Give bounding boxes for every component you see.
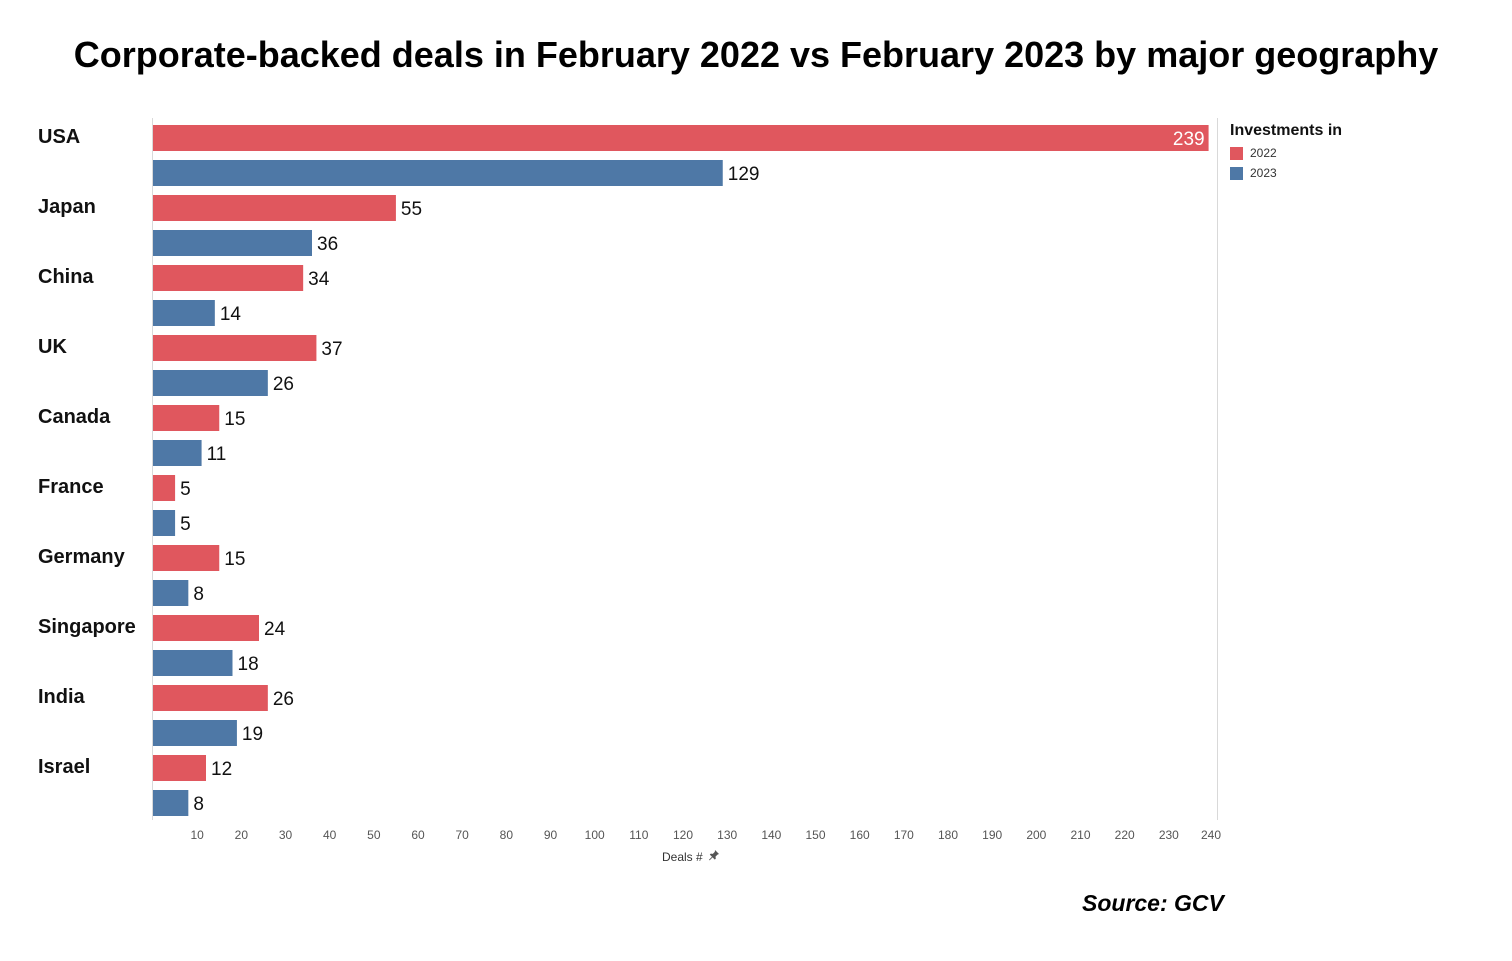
category-label: China	[38, 266, 94, 288]
x-tick-label: 50	[367, 828, 381, 842]
x-tick-label: 230	[1159, 828, 1179, 842]
x-tick-label: 20	[235, 828, 249, 842]
x-tick-label: 70	[455, 828, 469, 842]
value-label: 5	[180, 479, 191, 500]
bar-2022	[153, 545, 220, 571]
bar-2023	[153, 440, 202, 466]
x-tick-label: 130	[717, 828, 737, 842]
value-label: 14	[220, 304, 242, 325]
bar-2023	[153, 510, 176, 536]
value-label: 239	[1173, 129, 1205, 150]
bar-2023	[153, 300, 215, 326]
x-tick-label: 110	[629, 828, 648, 842]
bar-2022	[153, 265, 304, 291]
category-label: India	[38, 686, 86, 708]
bar-2023	[153, 720, 237, 746]
legend-swatch-2023	[1230, 166, 1243, 180]
value-label: 11	[207, 444, 227, 465]
bar-2023	[153, 790, 189, 816]
bar-2022	[153, 195, 396, 221]
x-tick-label: 60	[411, 828, 425, 842]
x-tick-label: 80	[500, 828, 514, 842]
bars-layer	[153, 125, 1209, 816]
bar-2023	[153, 650, 233, 676]
source-note: Source: GCV	[1082, 890, 1224, 916]
bar-2022	[153, 475, 176, 501]
chart-title: Corporate-backed deals in February 2022 …	[73, 34, 1439, 75]
value-label: 15	[224, 409, 245, 430]
bar-2023	[153, 580, 189, 606]
x-tick-label: 100	[585, 828, 605, 842]
value-label: 8	[193, 584, 204, 605]
value-label: 37	[321, 339, 342, 360]
category-label: Singapore	[38, 616, 136, 638]
value-label: 5	[180, 514, 191, 535]
category-label: Japan	[38, 196, 96, 218]
value-label: 55	[401, 199, 422, 220]
x-axis-title: Deals #	[662, 849, 720, 864]
category-label: Germany	[38, 546, 126, 568]
x-tick-label: 170	[894, 828, 914, 842]
x-tick-label: 40	[323, 828, 337, 842]
x-tick-label: 150	[805, 828, 825, 842]
x-tick-label: 30	[279, 828, 293, 842]
value-label: 15	[224, 549, 245, 570]
bar-2023	[153, 370, 268, 396]
x-tick-label: 120	[673, 828, 693, 842]
legend-label-2023: 2023	[1250, 166, 1277, 180]
legend: Investments in 2022 2023	[1230, 122, 1342, 183]
value-label: 8	[193, 794, 204, 815]
category-label: USA	[38, 126, 80, 148]
legend-item-2023: 2023	[1230, 163, 1342, 183]
x-tick-label: 10	[190, 828, 204, 842]
value-label: 26	[273, 689, 294, 710]
x-tick-label: 180	[938, 828, 958, 842]
bar-2023	[153, 160, 723, 186]
value-label: 34	[308, 269, 330, 290]
x-tick-label: 160	[850, 828, 870, 842]
value-label: 12	[211, 759, 232, 780]
x-tick-label: 200	[1026, 828, 1046, 842]
category-labels-layer: USA Japan China UK Canada France Germany Singap…	[38, 126, 136, 778]
category-label: France	[38, 476, 104, 498]
x-axis: 10 20 30 40 50 60 70 80 90 100 110 120 130 140 150 160 1…	[152, 118, 1221, 842]
category-label: Israel	[38, 756, 90, 778]
category-label: UK	[38, 336, 67, 358]
value-label: 129	[728, 164, 760, 185]
bar-2022	[153, 405, 220, 431]
x-tick-label: 210	[1070, 828, 1090, 842]
x-axis-label: Deals #	[662, 849, 703, 864]
category-label: Canada	[38, 406, 111, 428]
bar-2023	[153, 230, 312, 256]
x-tick-label: 90	[544, 828, 558, 842]
legend-label-2022: 2022	[1250, 146, 1277, 160]
value-label: 36	[317, 234, 338, 255]
x-tick-label: 220	[1115, 828, 1135, 842]
x-tick-label: 240	[1201, 828, 1221, 842]
value-label: 24	[264, 619, 286, 640]
pin-icon	[708, 849, 720, 864]
legend-title: Investments in	[1230, 122, 1343, 139]
bar-2022	[153, 125, 1209, 151]
legend-item-2022: 2022	[1230, 143, 1342, 163]
bar-2022	[153, 335, 317, 361]
value-label: 26	[273, 374, 294, 395]
value-label: 18	[238, 654, 259, 675]
bar-2022	[153, 615, 259, 641]
x-tick-label: 190	[982, 828, 1002, 842]
bar-2022	[153, 685, 268, 711]
bar-2022	[153, 755, 206, 781]
x-tick-label: 140	[761, 828, 781, 842]
value-label: 19	[242, 724, 263, 745]
legend-swatch-2022	[1230, 146, 1243, 160]
